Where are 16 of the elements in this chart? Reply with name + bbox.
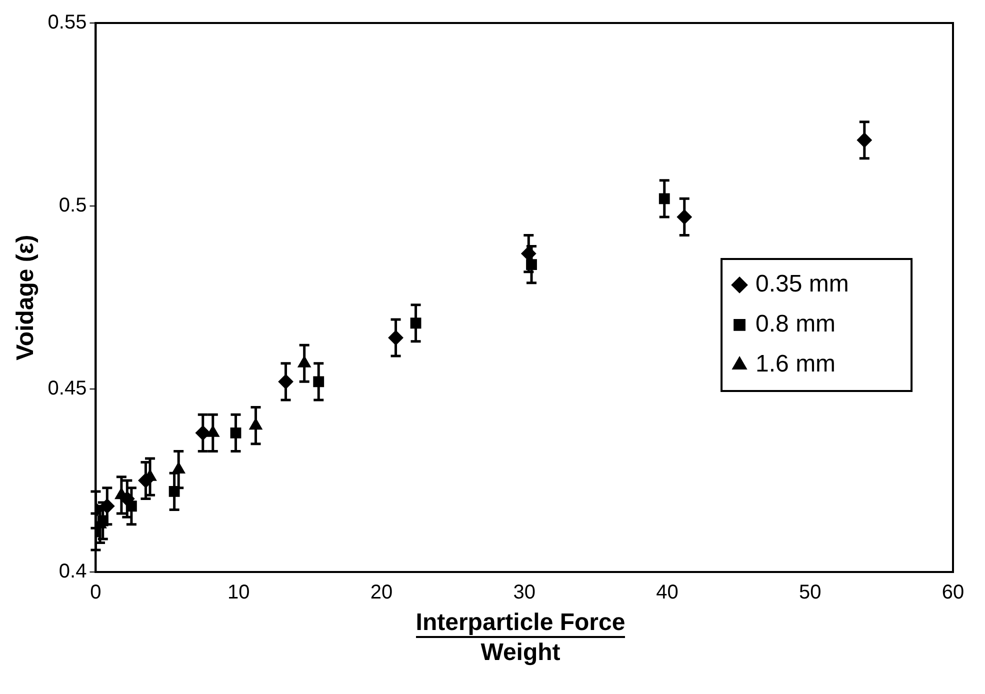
- y-tick-label: 0.45: [48, 378, 87, 400]
- x-tick-label: 30: [513, 582, 536, 604]
- x-tick-label: 60: [942, 582, 964, 604]
- legend-label: 1.6 mm: [756, 350, 836, 378]
- x-tick-label: 10: [227, 582, 250, 604]
- y-axis-title: Voidage (ε): [12, 234, 40, 360]
- y-tick-label: 0.4: [58, 560, 87, 583]
- legend-label: 0.8 mm: [756, 310, 836, 338]
- x-tick-label: 40: [656, 582, 678, 604]
- x-tick-label: 50: [798, 582, 822, 604]
- x-tick-label: 0: [90, 582, 102, 604]
- y-tick-label: 0.5: [58, 194, 87, 217]
- legend-label: 0.35 mm: [756, 270, 849, 298]
- x-axis-title: Interparticle Force Weight: [416, 609, 626, 666]
- x-tick-label: 20: [370, 582, 393, 604]
- y-tick-label: 0.55: [48, 12, 87, 34]
